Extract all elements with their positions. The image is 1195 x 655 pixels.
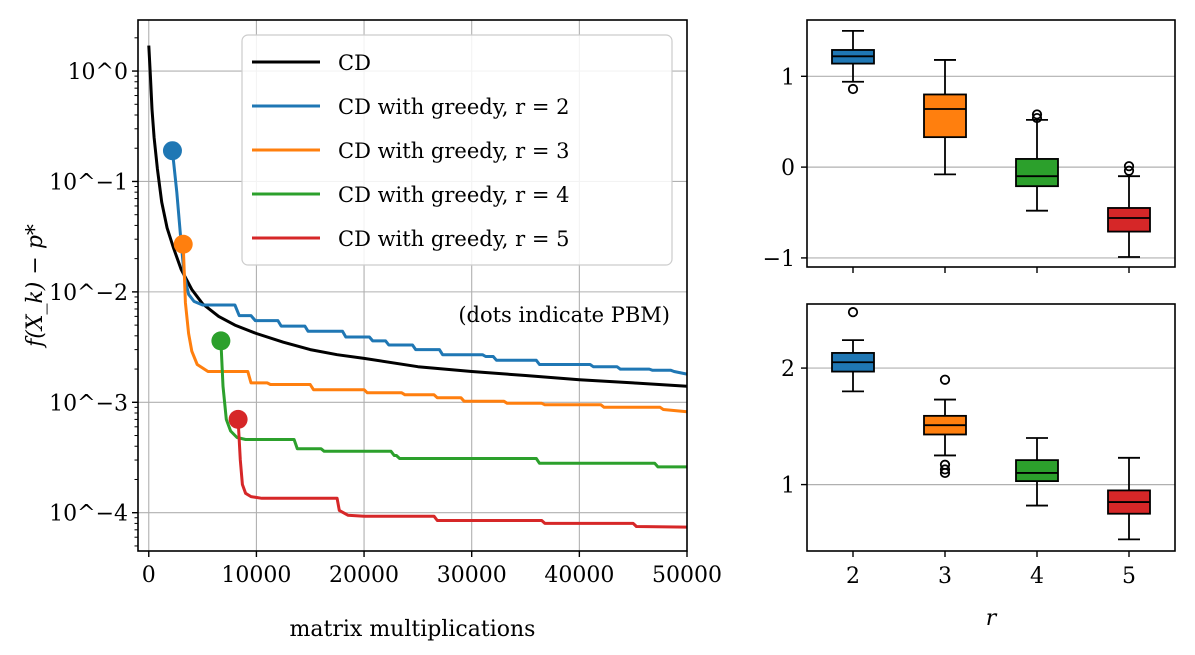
box-2 (1015, 459, 1059, 482)
outlier-0 (847, 307, 859, 318)
y-tick-label: 10^−1 (49, 170, 128, 195)
pbm-marker-3 (228, 409, 248, 429)
pbm-marker-1 (173, 234, 193, 254)
x-tick-label: 10000 (221, 563, 291, 588)
outlier-0 (847, 83, 859, 95)
series-line-3 (219, 340, 687, 469)
y-tick-label: 1 (781, 65, 795, 90)
outlier-1 (939, 459, 951, 470)
line-chart-annotation: (dots indicate PBM) (458, 303, 670, 327)
outlier-3 (1123, 165, 1135, 176)
outlier-2 (1031, 109, 1043, 120)
y-tick-label: 1 (781, 474, 795, 499)
box-3 (1107, 207, 1151, 233)
y-tick-label: 10^−2 (49, 281, 128, 306)
box-plot-bottom: 2 1 2 3 4 5 (781, 303, 1176, 589)
box-plot-frame (806, 19, 1176, 268)
x-tick-label: 50000 (652, 563, 722, 588)
series-line-2 (181, 244, 688, 414)
legend-box (241, 34, 673, 266)
line-chart-ticks: 0 10000 20000 30000 40000 50000 10^0 10^−1 10^−2… (49, 37, 722, 588)
legend-entry-4: CD with greedy, r = 5 (338, 227, 569, 251)
x-tick-label: 30000 (437, 563, 507, 588)
line-chart-x-axis-label: matrix multiplications (290, 617, 536, 642)
pbm-marker-2 (211, 331, 231, 351)
y-tick-label: 0 (781, 156, 795, 181)
outlier-3 (1123, 161, 1135, 172)
line-chart-y-axis-label: f(X_k) − p* (23, 224, 48, 349)
y-tick-label: 10^0 (68, 60, 128, 85)
legend-entry-2: CD with greedy, r = 3 (338, 139, 569, 163)
outlier-1 (939, 374, 951, 385)
series-line-0 (147, 45, 688, 388)
line-chart-pbm-markers (162, 141, 248, 429)
box-plot-bottom-x-axis-label: r (986, 606, 998, 631)
y-tick-label: 2 (781, 357, 795, 382)
series-line-1 (170, 150, 688, 376)
outlier-2 (1031, 112, 1043, 124)
line-chart-frame (137, 19, 688, 552)
y-tick-label: 10^−3 (49, 391, 128, 416)
line-chart: 0 10000 20000 30000 40000 50000 10^0 10^−1 10^−2… (23, 19, 722, 642)
x-tick-label: 3 (938, 564, 952, 589)
series-line-4 (236, 419, 688, 529)
outlier-1 (939, 464, 951, 475)
y-tick-label: −1 (763, 247, 795, 272)
legend-entry-0: CD (338, 51, 371, 75)
legend-entry-3: CD with greedy, r = 4 (338, 183, 569, 207)
pbm-marker-0 (162, 141, 182, 161)
x-tick-label: 0 (142, 563, 156, 588)
box-plot-top: 1 0 −1 (763, 19, 1176, 273)
x-tick-label: 20000 (329, 563, 399, 588)
line-chart-series (147, 45, 688, 529)
box-plot-frame (806, 303, 1176, 552)
line-chart-legend: CD CD with greedy, r = 2 CD with greedy, r… (241, 34, 673, 266)
box-1 (923, 93, 967, 139)
legend-entry-1: CD with greedy, r = 2 (338, 95, 569, 119)
y-tick-label: 10^−4 (49, 502, 128, 527)
x-tick-label: 2 (846, 564, 860, 589)
x-tick-label: 4 (1030, 564, 1044, 589)
x-tick-label: 40000 (544, 563, 614, 588)
x-tick-label: 5 (1122, 564, 1136, 589)
box-2 (1015, 158, 1059, 188)
